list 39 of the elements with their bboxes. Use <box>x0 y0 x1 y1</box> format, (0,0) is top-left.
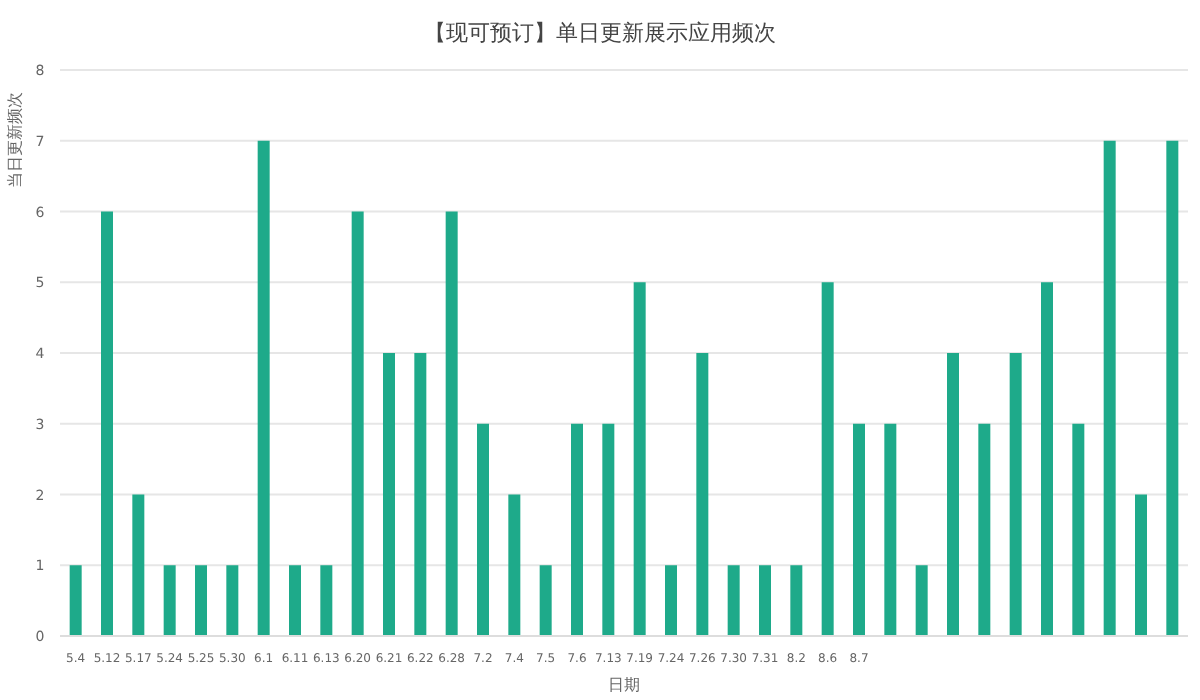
bar <box>790 565 803 636</box>
bar <box>1103 140 1116 636</box>
bar <box>1009 353 1022 636</box>
bar <box>445 211 458 636</box>
bar <box>947 353 959 636</box>
bar <box>759 565 771 636</box>
bar <box>508 494 521 636</box>
bar <box>1135 494 1147 636</box>
bar <box>727 565 740 636</box>
bar <box>1166 140 1179 636</box>
x-axis-title: 日期 <box>608 676 640 694</box>
bar <box>477 423 489 636</box>
bar <box>1072 423 1085 636</box>
bar <box>633 282 646 636</box>
bar <box>163 565 176 636</box>
bar <box>69 565 82 636</box>
bar <box>351 211 364 636</box>
bar <box>978 423 991 636</box>
bar <box>915 565 928 636</box>
bar <box>195 565 207 636</box>
bar <box>571 423 583 636</box>
bar <box>289 565 301 636</box>
chart-title: 【现可预订】单日更新展示应用频次 <box>424 20 776 46</box>
bar <box>853 423 865 636</box>
bar <box>101 211 113 636</box>
bar <box>696 353 709 636</box>
bar <box>884 423 897 636</box>
bar <box>602 423 615 636</box>
bar <box>320 565 333 636</box>
bar <box>132 494 145 636</box>
bar <box>539 565 552 636</box>
bar <box>1041 282 1053 636</box>
bar <box>414 353 427 636</box>
bar <box>257 140 270 636</box>
bar <box>383 353 395 636</box>
y-axis-title: 当日更新频次 <box>6 92 24 188</box>
bar <box>226 565 239 636</box>
bar <box>665 565 677 636</box>
bar <box>821 282 834 636</box>
